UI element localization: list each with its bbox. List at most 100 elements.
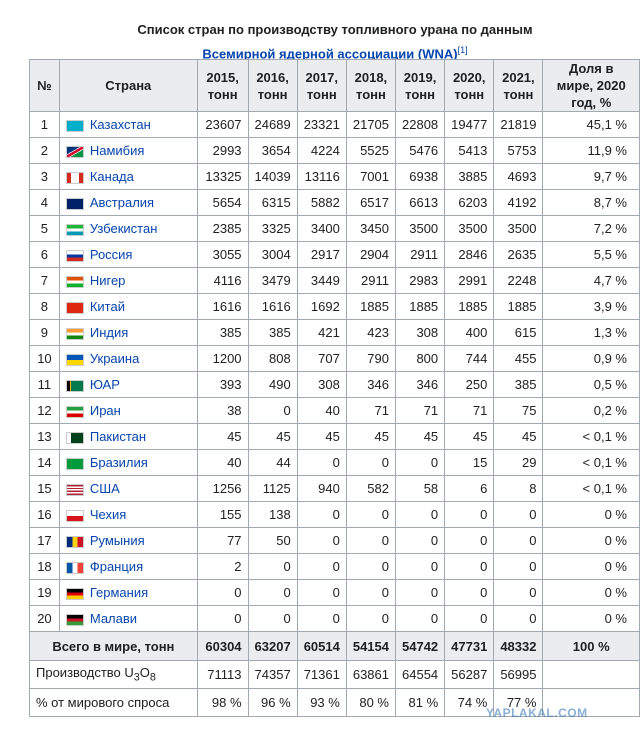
col-header-country[interactable]: Страна <box>58 59 198 112</box>
share-cell: 1,3 % <box>542 319 640 346</box>
country-cell: Узбекистан <box>58 215 198 242</box>
col-header-share[interactable]: Доля в мире, 2020 год, % <box>542 59 640 112</box>
value-2021-cell: 2248 <box>493 267 544 294</box>
rank-cell: 9 <box>29 319 60 346</box>
demand-2015: 98 % <box>196 688 249 717</box>
table-caption: Список стран по производству топливного … <box>30 20 640 64</box>
country-link[interactable]: Россия <box>89 247 133 262</box>
demand-2018: 80 % <box>345 688 397 717</box>
country-link[interactable]: США <box>89 481 120 496</box>
wna-link[interactable]: Всемирной ядерной ассоциации (WNA) <box>202 46 458 62</box>
table-row: 7 Нигер 4116 3479 3449 2911 2983 2991 2248 4,7 % <box>29 267 640 294</box>
rank-cell: 15 <box>29 475 60 502</box>
value-2020-cell: 0 <box>444 501 495 528</box>
rank-cell: 4 <box>29 189 60 216</box>
country-link[interactable]: Намибия <box>89 143 145 158</box>
country-link[interactable]: Казахстан <box>89 117 151 132</box>
country-link[interactable]: Румыния <box>89 533 145 548</box>
country-link[interactable]: Индия <box>89 325 129 340</box>
value-2015-cell: 155 <box>196 501 249 528</box>
value-2019-cell: 6613 <box>394 189 446 216</box>
value-2021-cell: 0 <box>493 553 544 580</box>
value-2019-cell: 5476 <box>394 137 446 164</box>
value-2017-cell: 940 <box>296 475 347 502</box>
u3o8-2020: 56287 <box>444 660 495 689</box>
value-2019-cell: 22808 <box>394 111 446 138</box>
value-2017-cell: 45 <box>296 423 347 450</box>
table-row: 4 Австралия 5654 6315 5882 6517 6613 6203 4192 8,… <box>29 189 640 216</box>
country-link[interactable]: Бразилия <box>89 455 148 470</box>
value-2018-cell: 1885 <box>345 293 397 320</box>
rank-cell: 12 <box>29 397 60 424</box>
country-link[interactable]: Германия <box>89 585 149 600</box>
value-2019-cell: 1885 <box>394 293 446 320</box>
value-2017-cell: 40 <box>296 397 347 424</box>
value-2021-cell: 3500 <box>493 215 544 242</box>
reference-link[interactable]: [1] <box>457 45 468 55</box>
col-header-2017[interactable]: 2017, тонн <box>296 59 347 112</box>
value-2015-cell: 1256 <box>196 475 249 502</box>
value-2020-cell: 0 <box>444 605 495 632</box>
country-link[interactable]: Франция <box>89 559 144 574</box>
country-link[interactable]: Иран <box>89 403 121 418</box>
value-2017-cell: 0 <box>296 527 347 554</box>
col-header-rank[interactable]: № <box>29 59 60 112</box>
country-link[interactable]: Китай <box>89 299 125 314</box>
country-cell: Украина <box>58 345 198 372</box>
iran-flag-icon <box>65 405 84 418</box>
value-2016-cell: 1125 <box>247 475 298 502</box>
value-2015-cell: 0 <box>196 605 249 632</box>
country-link[interactable]: Чехия <box>89 507 127 522</box>
share-cell: < 0,1 % <box>542 423 640 450</box>
col-header-2015[interactable]: 2015, тонн <box>196 59 249 112</box>
table-row: 12 Иран 38 0 40 71 71 71 75 0,2 % <box>29 397 640 424</box>
value-2018-cell: 0 <box>345 449 397 476</box>
value-2016-cell: 44 <box>247 449 298 476</box>
country-cell: Бразилия <box>58 449 198 476</box>
demand-2016: 96 % <box>247 688 298 717</box>
country-link[interactable]: Австралия <box>89 195 155 210</box>
col-header-2021[interactable]: 2021, тонн <box>493 59 544 112</box>
value-2017-cell: 3400 <box>296 215 347 242</box>
value-2016-cell: 3325 <box>247 215 298 242</box>
table-row: 18 Франция 2 0 0 0 0 0 0 0 % <box>29 553 640 580</box>
australia-flag-icon <box>65 197 84 210</box>
value-2015-cell: 77 <box>196 527 249 554</box>
value-2018-cell: 3450 <box>345 215 397 242</box>
value-2017-cell: 421 <box>296 319 347 346</box>
country-link[interactable]: Украина <box>89 351 140 366</box>
value-2017-cell: 0 <box>296 501 347 528</box>
demand-label: % от мирового спроса <box>29 688 198 717</box>
country-link[interactable]: Канада <box>89 169 134 184</box>
scrolled-text-fragment <box>0 0 640 4</box>
value-2017-cell: 2917 <box>296 241 347 268</box>
country-link[interactable]: ЮАР <box>89 377 120 392</box>
value-2019-cell: 346 <box>394 371 446 398</box>
col-header-2016[interactable]: 2016, тонн <box>247 59 298 112</box>
value-2017-cell: 5882 <box>296 189 347 216</box>
country-cell: Иран <box>58 397 198 424</box>
country-cell: Нигер <box>58 267 198 294</box>
total-2019: 54742 <box>394 631 446 661</box>
niger-flag-icon <box>65 275 84 288</box>
u3o8-2021: 56995 <box>493 660 544 689</box>
brazil-flag-icon <box>65 457 84 470</box>
value-2019-cell: 6938 <box>394 163 446 190</box>
u3o8-2016: 74357 <box>247 660 298 689</box>
country-link[interactable]: Нигер <box>89 273 126 288</box>
col-header-2019[interactable]: 2019, тонн <box>394 59 446 112</box>
country-link[interactable]: Пакистан <box>89 429 147 444</box>
total-2017: 60514 <box>296 631 347 661</box>
col-header-2020[interactable]: 2020, тонн <box>444 59 495 112</box>
value-2015-cell: 2 <box>196 553 249 580</box>
value-2017-cell: 3449 <box>296 267 347 294</box>
table-row: 11 ЮАР 393 490 308 346 346 250 385 0,5 % <box>29 371 640 398</box>
total-2021: 48332 <box>493 631 544 661</box>
value-2016-cell: 0 <box>247 553 298 580</box>
col-header-2018[interactable]: 2018, тонн <box>345 59 397 112</box>
country-cell: Румыния <box>58 527 198 554</box>
country-link[interactable]: Малави <box>89 611 138 626</box>
country-link[interactable]: Узбекистан <box>89 221 158 236</box>
watermark: YAPLAKAL.COM <box>486 706 588 720</box>
share-cell: 8,7 % <box>542 189 640 216</box>
